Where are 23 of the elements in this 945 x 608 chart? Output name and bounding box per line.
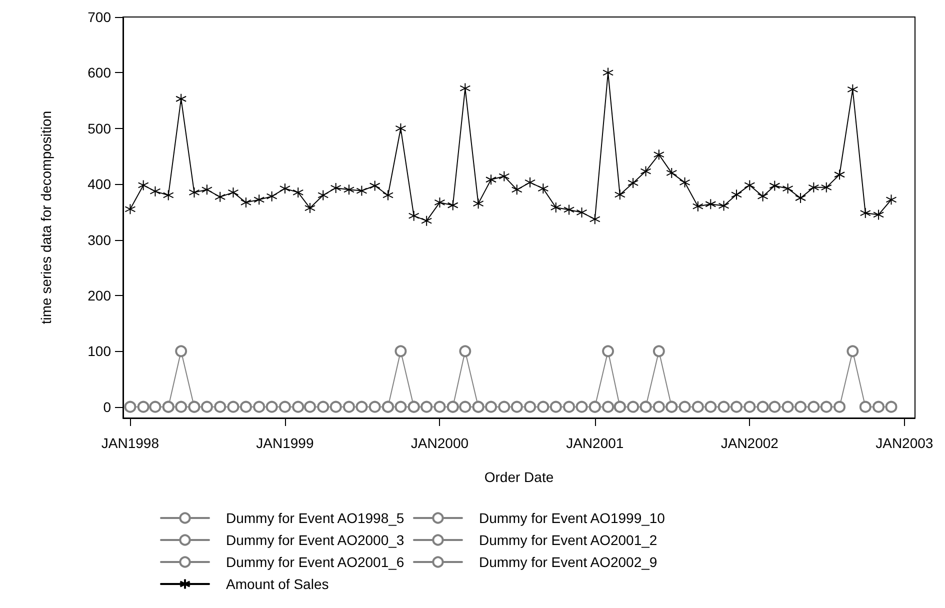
x-tick-label: JAN2001 [566,435,624,451]
x-tick-label: JAN1999 [256,435,314,451]
x-tick-label: JAN2002 [720,435,779,451]
y-tick-label: 0 [103,398,112,415]
legend-label: Dummy for Event AO1998_5 [226,510,404,526]
legend-label: Dummy for Event AO1999_10 [478,510,666,526]
y-tick-label: 400 [88,176,112,192]
x-axis-title: Order Date [484,469,554,485]
y-axis-title: time series data for decomposition [38,110,54,324]
legend-label: Amount of Sales [226,576,329,592]
y-tick-label: 200 [88,287,112,304]
y-tick-label: 600 [88,64,112,81]
x-tick-label: JAN2003 [876,435,934,451]
y-tick-label: 300 [88,232,112,248]
legend-label: Dummy for Event AO2000_3 [226,532,404,548]
y-tick-label: 100 [88,343,112,360]
x-tick-label: JAN2000 [410,435,469,451]
x-tick-label: JAN1998 [101,435,160,451]
legend-label: Dummy for Event AO2002_9 [478,554,658,570]
y-tick-label: 700 [88,9,112,25]
legend-label: Dummy for Event AO2001_6 [226,554,404,570]
legend-label: Dummy for Event AO2001_2 [478,532,658,548]
y-tick-label: 500 [88,120,112,136]
